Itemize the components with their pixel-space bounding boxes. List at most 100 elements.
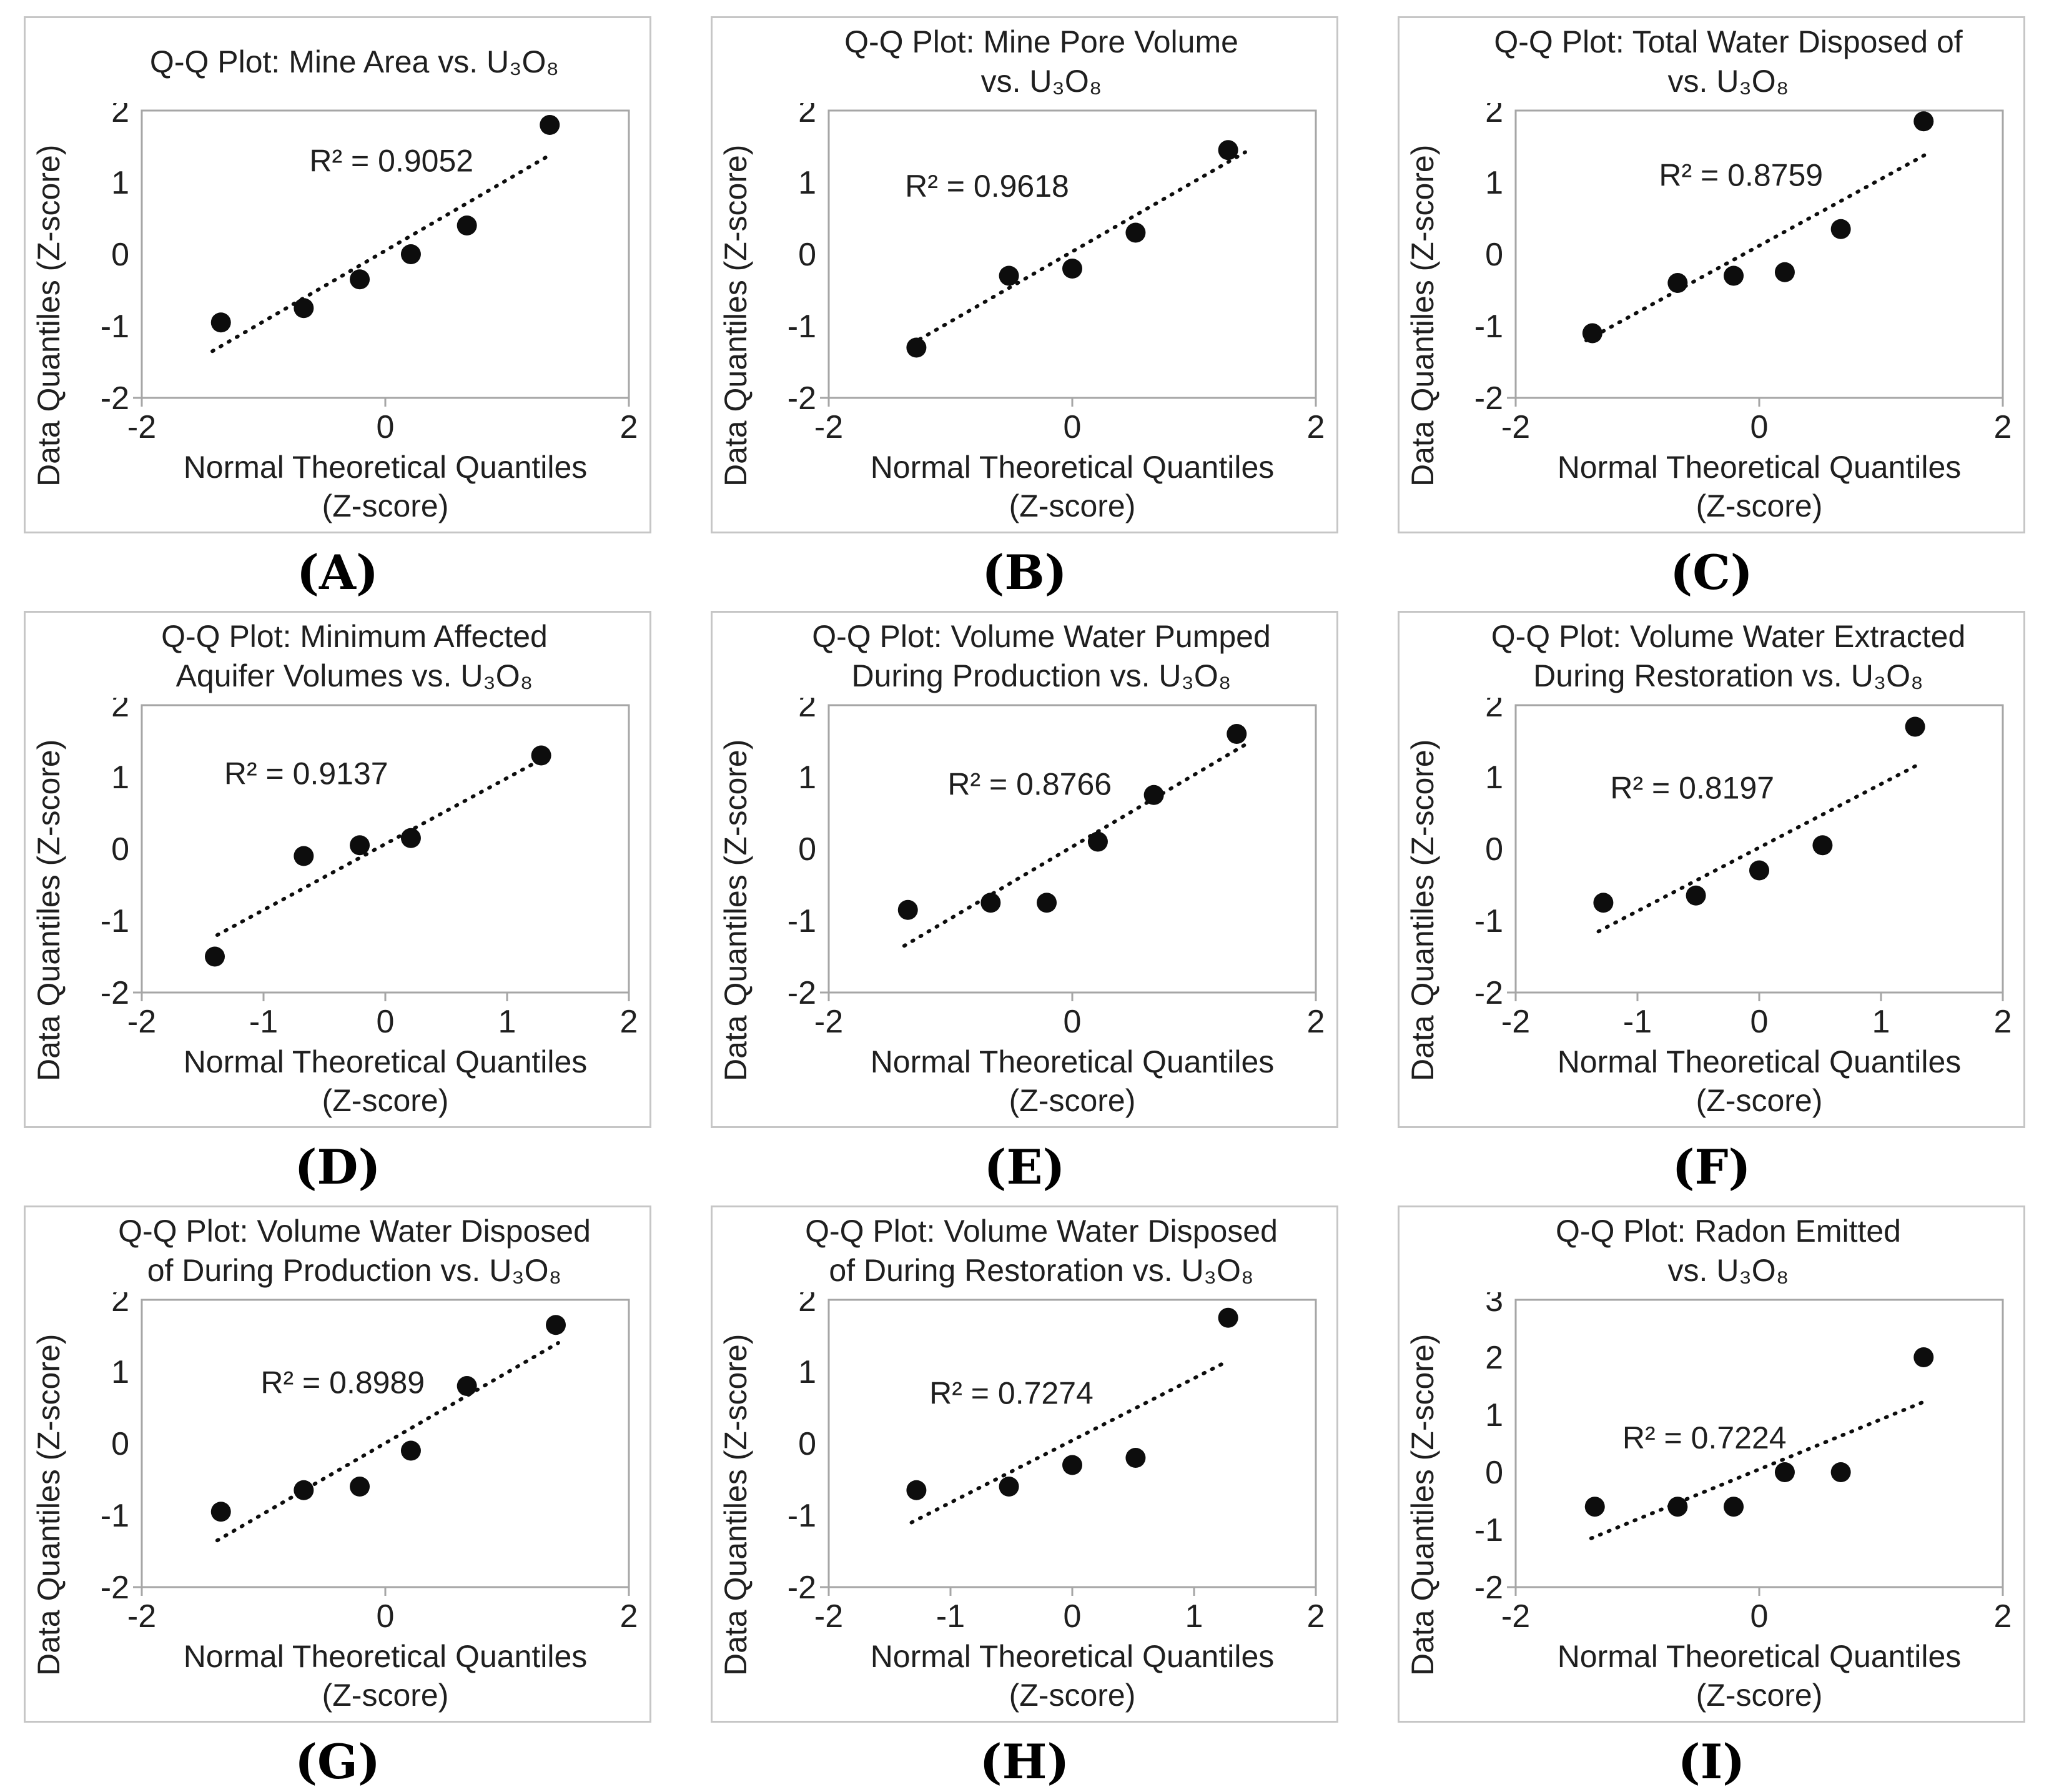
svg-text:Normal Theoretical Quantiles: Normal Theoretical Quantiles xyxy=(1558,450,1962,485)
chart-area-B: Data Quantiles (Z-score) -2 0 2 -2 -1 0 1 2 R² =… xyxy=(718,103,1331,528)
svg-text:1: 1 xyxy=(798,165,816,201)
svg-text:2: 2 xyxy=(1307,1004,1325,1040)
svg-text:1: 1 xyxy=(1872,1004,1890,1040)
svg-text:Normal Theoretical Quantiles: Normal Theoretical Quantiles xyxy=(871,1044,1275,1079)
svg-text:Normal Theoretical Quantiles: Normal Theoretical Quantiles xyxy=(871,1639,1275,1674)
svg-text:Normal Theoretical Quantiles: Normal Theoretical Quantiles xyxy=(1558,1639,1962,1674)
svg-text:2: 2 xyxy=(620,409,638,445)
panel-letter-D: (D) xyxy=(294,1139,381,1195)
svg-text:0: 0 xyxy=(1485,237,1503,273)
chart-title-E: Q-Q Plot: Volume Water Pumped During Pro… xyxy=(812,619,1271,693)
qq-plot-panel-B: Q-Q Plot: Mine Pore Volume vs. U₃O₈ Data… xyxy=(711,16,1338,602)
panel-E: Q-Q Plot: Volume Water Pumped During Pro… xyxy=(711,611,1338,1128)
qq-chart-A: -2 0 2 -2 -1 0 1 2 R² = 0.9052 Normal Theoretical… xyxy=(101,103,638,523)
svg-text:Normal Theoretical Quantiles: Normal Theoretical Quantiles xyxy=(184,1639,588,1674)
qq-plot-panel-E: Q-Q Plot: Volume Water Pumped During Pro… xyxy=(711,611,1338,1197)
svg-text:R² = 0.7224: R² = 0.7224 xyxy=(1622,1420,1787,1455)
svg-text:0: 0 xyxy=(377,1004,395,1040)
svg-text:0: 0 xyxy=(1064,1004,1082,1040)
svg-text:-2: -2 xyxy=(127,1598,156,1635)
svg-text:0: 0 xyxy=(111,1426,129,1462)
svg-text:-2: -2 xyxy=(1474,975,1503,1011)
svg-text:-1: -1 xyxy=(101,903,129,939)
svg-text:0: 0 xyxy=(1750,1598,1769,1635)
svg-text:2: 2 xyxy=(1994,1004,2012,1040)
svg-text:Normal Theoretical Quantiles: Normal Theoretical Quantiles xyxy=(184,450,588,485)
svg-text:2: 2 xyxy=(620,1598,638,1635)
qq-plot-panel-I: Q-Q Plot: Radon Emitted vs. U₃O₈ Data Qu… xyxy=(1398,1205,2025,1791)
svg-text:2: 2 xyxy=(1994,409,2012,445)
qq-chart-G: -2 0 2 -2 -1 0 1 2 R² = 0.8989 Normal Theoretical… xyxy=(101,1292,638,1713)
svg-text:2: 2 xyxy=(798,1292,816,1319)
svg-text:2: 2 xyxy=(620,1004,638,1040)
chart-area-E: Data Quantiles (Z-score) -2 0 2 -2 -1 0 1 2 R² =… xyxy=(718,698,1331,1122)
svg-text:R² = 0.8766: R² = 0.8766 xyxy=(947,767,1112,802)
y-axis-label: Data Quantiles (Z-score) xyxy=(31,739,66,1081)
panel-C: Q-Q Plot: Total Water Disposed of vs. U₃… xyxy=(1398,16,2025,533)
svg-text:-2: -2 xyxy=(101,1570,129,1606)
y-axis-label: Data Quantiles (Z-score) xyxy=(31,144,66,487)
qq-plot-panel-C: Q-Q Plot: Total Water Disposed of vs. U₃… xyxy=(1398,16,2025,602)
svg-text:-2: -2 xyxy=(788,975,816,1011)
svg-text:-2: -2 xyxy=(788,380,816,417)
chart-area-I: Data Quantiles (Z-score) -2 0 2 -2 -1 0 1 2 3 R² … xyxy=(1405,1292,2018,1717)
svg-text:-1: -1 xyxy=(1474,309,1503,345)
svg-text:R² = 0.9137: R² = 0.9137 xyxy=(224,756,388,791)
chart-title-D: Q-Q Plot: Minimum Affected Aquifer Volum… xyxy=(161,619,548,693)
svg-text:-1: -1 xyxy=(788,903,816,939)
panel-letter-B: (B) xyxy=(982,544,1067,600)
panel-D: Q-Q Plot: Minimum Affected Aquifer Volum… xyxy=(24,611,651,1128)
svg-text:0: 0 xyxy=(1064,1598,1082,1635)
panel-letter-I: (I) xyxy=(1677,1733,1745,1790)
chart-area-F: Data Quantiles (Z-score) -2 -1 0 1 2 -2 -1 0 1 2 R… xyxy=(1405,698,2018,1122)
svg-text:3: 3 xyxy=(1485,1292,1503,1319)
svg-text:-2: -2 xyxy=(101,975,129,1011)
svg-text:R² = 0.9618: R² = 0.9618 xyxy=(905,169,1069,204)
svg-text:-1: -1 xyxy=(788,1498,816,1534)
svg-text:1: 1 xyxy=(111,165,129,201)
panel-letter-C: (C) xyxy=(1670,544,1753,600)
chart-title-A: Q-Q Plot: Mine Area vs. U₃O₈ xyxy=(149,44,560,79)
qq-chart-E: -2 0 2 -2 -1 0 1 2 R² = 0.8766 Normal Theoretical… xyxy=(788,698,1325,1118)
y-axis-label: Data Quantiles (Z-score) xyxy=(718,144,753,487)
svg-text:(Z-score): (Z-score) xyxy=(322,1678,449,1713)
svg-text:1: 1 xyxy=(798,760,816,796)
qq-chart-H: -2 -1 0 1 2 -2 -1 0 1 2 R² = 0.7274 Normal Theoreti… xyxy=(788,1292,1325,1713)
svg-text:R² = 0.8989: R² = 0.8989 xyxy=(260,1365,425,1400)
svg-text:(Z-score): (Z-score) xyxy=(1009,488,1136,523)
y-axis-label: Data Quantiles (Z-score) xyxy=(1405,1334,1440,1676)
panel-letter-A: (A) xyxy=(297,544,378,600)
svg-text:(Z-score): (Z-score) xyxy=(322,1083,449,1118)
svg-text:(Z-score): (Z-score) xyxy=(1696,1083,1823,1118)
y-axis-label: Data Quantiles (Z-score) xyxy=(1405,144,1440,487)
svg-text:-2: -2 xyxy=(1501,1004,1530,1040)
qq-chart-B: -2 0 2 -2 -1 0 1 2 R² = 0.9618 Normal Theoretical… xyxy=(788,103,1325,523)
svg-text:R² = 0.9052: R² = 0.9052 xyxy=(309,144,473,179)
panel-G: Q-Q Plot: Volume Water Disposed of Durin… xyxy=(24,1205,651,1723)
svg-text:-1: -1 xyxy=(1474,1512,1503,1548)
panel-B: Q-Q Plot: Mine Pore Volume vs. U₃O₈ Data… xyxy=(711,16,1338,533)
qq-plot-panel-H: Q-Q Plot: Volume Water Disposed of Durin… xyxy=(711,1205,1338,1791)
svg-text:(Z-score): (Z-score) xyxy=(1009,1083,1136,1118)
y-axis-label: Data Quantiles (Z-score) xyxy=(31,1334,66,1676)
chart-title-B: Q-Q Plot: Mine Pore Volume vs. U₃O₈ xyxy=(844,24,1238,99)
chart-title-F: Q-Q Plot: Volume Water Extracted During … xyxy=(1491,619,1966,693)
svg-text:0: 0 xyxy=(1064,409,1082,445)
svg-text:1: 1 xyxy=(798,1354,816,1390)
chart-title-I: Q-Q Plot: Radon Emitted vs. U₃O₈ xyxy=(1555,1214,1901,1288)
svg-text:1: 1 xyxy=(1185,1598,1203,1635)
svg-text:-2: -2 xyxy=(814,1598,843,1635)
qq-chart-F: -2 -1 0 1 2 -2 -1 0 1 2 R² = 0.8197 Normal Theoreti… xyxy=(1474,698,2012,1118)
svg-text:R² = 0.8759: R² = 0.8759 xyxy=(1659,158,1823,193)
svg-text:-2: -2 xyxy=(814,409,843,445)
chart-area-C: Data Quantiles (Z-score) -2 0 2 -2 -1 0 1 2 R² =… xyxy=(1405,103,2018,528)
panel-letter-E: (E) xyxy=(984,1139,1065,1195)
panel-A: Q-Q Plot: Mine Area vs. U₃O₈ Data Quanti… xyxy=(24,16,651,533)
svg-text:0: 0 xyxy=(798,1426,816,1462)
svg-text:0: 0 xyxy=(798,237,816,273)
svg-text:1: 1 xyxy=(498,1004,516,1040)
svg-text:-2: -2 xyxy=(101,380,129,417)
svg-text:-1: -1 xyxy=(249,1004,278,1040)
svg-text:1: 1 xyxy=(1485,165,1503,201)
